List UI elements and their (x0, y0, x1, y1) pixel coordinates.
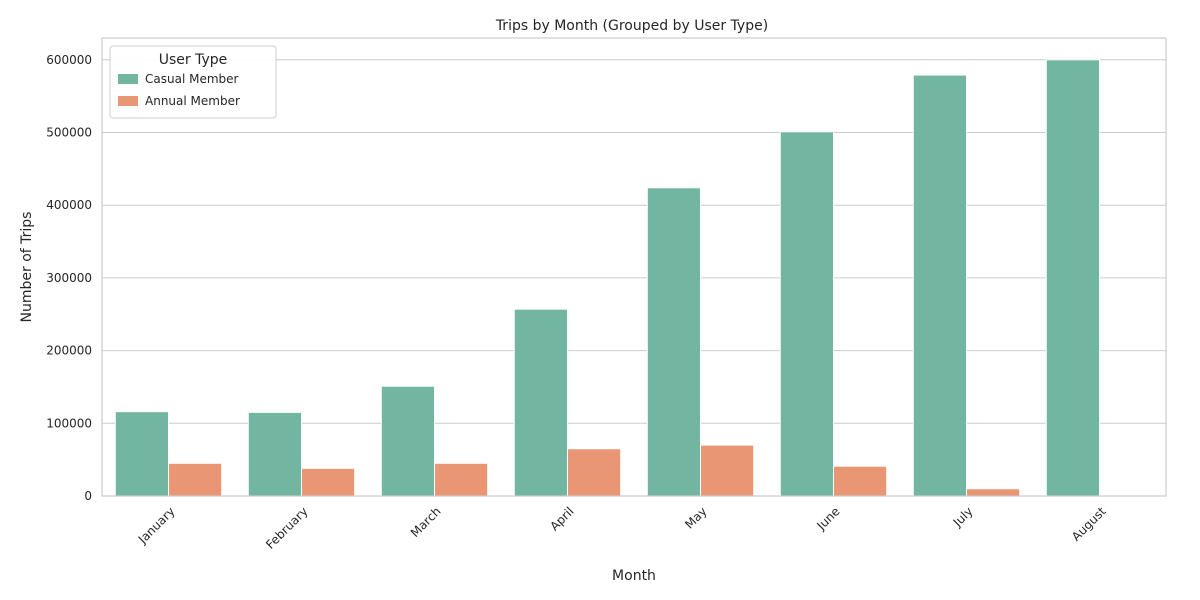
x-axis-label: Month (612, 568, 656, 584)
x-tick-label: January (135, 504, 178, 547)
bar-annual-member-june (833, 465, 888, 497)
legend-label: Annual Member (145, 94, 240, 108)
bar-annual-member-april (567, 448, 622, 497)
x-tick-label: April (547, 504, 576, 533)
bars (114, 59, 1101, 497)
bar-casual-member-april (513, 308, 568, 497)
bar-casual-member-may (646, 187, 701, 497)
bar-annual-member-march (434, 462, 489, 497)
bar-annual-member-february (301, 467, 356, 497)
bar-casual-member-june (779, 131, 834, 497)
bar-casual-member-february (247, 411, 303, 497)
bar-casual-member-august (1045, 59, 1101, 497)
bar-casual-member-march (380, 385, 435, 497)
y-tick-label: 200000 (46, 344, 92, 358)
y-tick-label: 500000 (46, 126, 92, 140)
y-tick-label: 400000 (46, 198, 92, 212)
bar-annual-member-january (168, 462, 223, 497)
y-tick-label: 300000 (46, 271, 92, 285)
x-tick-label: August (1069, 504, 1109, 544)
legend-swatch (118, 96, 138, 106)
bar-casual-member-january (114, 411, 170, 497)
legend-label: Casual Member (145, 72, 239, 86)
legend-box (109, 45, 277, 119)
y-tick-label: 100000 (46, 416, 92, 430)
bar-annual-member-july (966, 488, 1021, 497)
y-tick-label: 600000 (46, 53, 92, 67)
bar-casual-member-july (912, 74, 967, 497)
legend-title: User Type (159, 52, 228, 68)
plot-frame (101, 37, 1167, 497)
y-tick-label: 0 (84, 489, 92, 503)
x-tick-label: February (263, 504, 311, 552)
legend-swatch (118, 74, 138, 84)
x-tick-label: March (408, 504, 444, 540)
legend: User Type Casual Member Annual Member (109, 45, 277, 119)
y-axis-ticks: 0 100000 200000 300000 400000 500000 600000 (46, 53, 92, 503)
chart-title: Trips by Month (Grouped by User Type) (495, 18, 768, 34)
x-tick-label: June (814, 504, 843, 533)
x-tick-label: July (950, 504, 976, 530)
x-axis-ticks: January February March April May June July Augu… (135, 504, 1109, 552)
y-axis-label: Number of Trips (19, 212, 35, 323)
bar-annual-member-may (700, 444, 755, 497)
legend-items: Casual Member Annual Member (118, 72, 240, 108)
x-tick-label: May (682, 504, 709, 531)
